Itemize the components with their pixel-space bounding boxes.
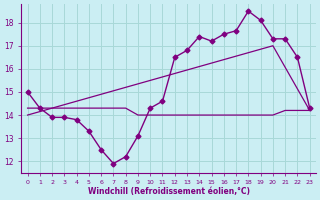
X-axis label: Windchill (Refroidissement éolien,°C): Windchill (Refroidissement éolien,°C) xyxy=(88,187,250,196)
